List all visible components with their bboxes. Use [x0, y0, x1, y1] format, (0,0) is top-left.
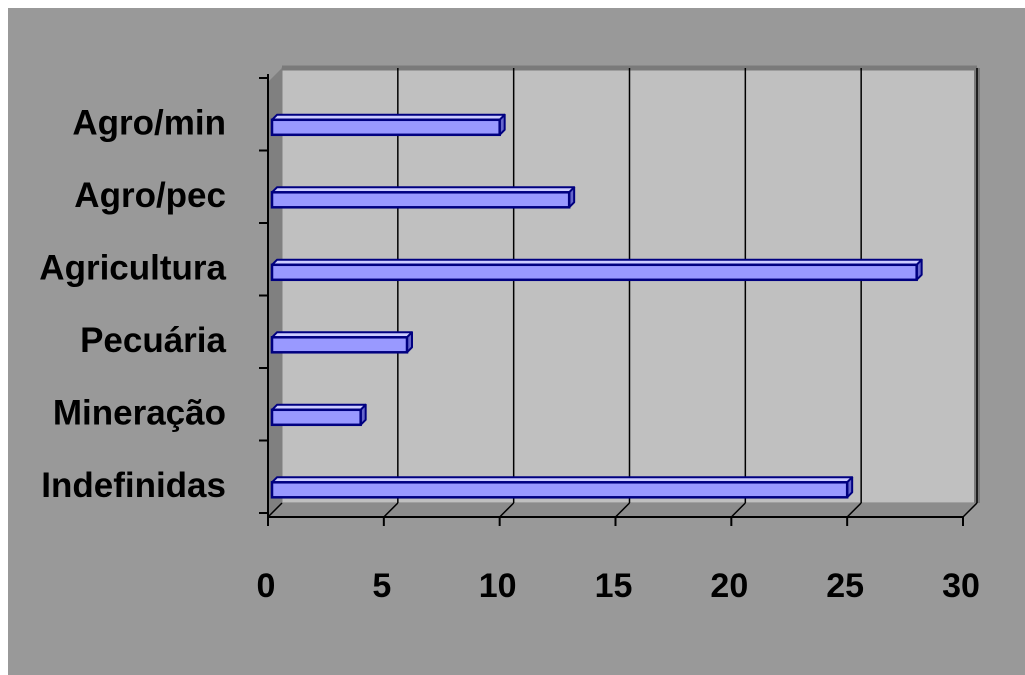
floor-gridline — [730, 502, 746, 518]
x-tick-label: 10 — [479, 567, 517, 605]
floor-gridline — [499, 502, 515, 518]
category-label: Agro/pec — [74, 176, 226, 215]
floor-gridline — [383, 502, 399, 518]
floor-gridline — [267, 502, 283, 518]
x-tick-label: 0 — [257, 567, 276, 605]
floor-gridline — [962, 502, 978, 518]
category-label: Pecuária — [80, 321, 226, 360]
x-tick-label: 30 — [942, 567, 980, 605]
category-label: Mineração — [53, 394, 226, 433]
bar — [270, 258, 923, 282]
category-labels: Agro/min Agro/pec Agricultura Pecuária Miner… — [39, 104, 226, 505]
bar-face — [270, 191, 571, 209]
x-tick-label: 20 — [710, 567, 748, 605]
bar — [270, 476, 854, 499]
category-label: Agricultura — [39, 249, 226, 288]
bar — [270, 113, 506, 137]
category-label: Indefinidas — [41, 466, 226, 505]
floor-gridline — [614, 502, 631, 518]
bar-face — [270, 408, 362, 427]
axes — [259, 74, 964, 526]
bar-face — [270, 481, 849, 499]
bar-face — [270, 263, 918, 282]
bar — [270, 403, 367, 427]
bar — [270, 331, 413, 354]
floor-gridline — [846, 502, 862, 518]
bar-face — [270, 118, 501, 137]
x-tick-label: 5 — [372, 567, 391, 605]
bars — [270, 113, 923, 499]
bar — [270, 186, 576, 209]
bar-face — [270, 336, 409, 354]
x-tick-labels: 0 5 10 15 20 25 30 — [257, 567, 980, 605]
category-label: Agro/min — [72, 104, 226, 143]
x-tick-label: 15 — [595, 567, 633, 605]
gridlines — [267, 68, 978, 518]
x-tick-label: 25 — [826, 567, 864, 605]
